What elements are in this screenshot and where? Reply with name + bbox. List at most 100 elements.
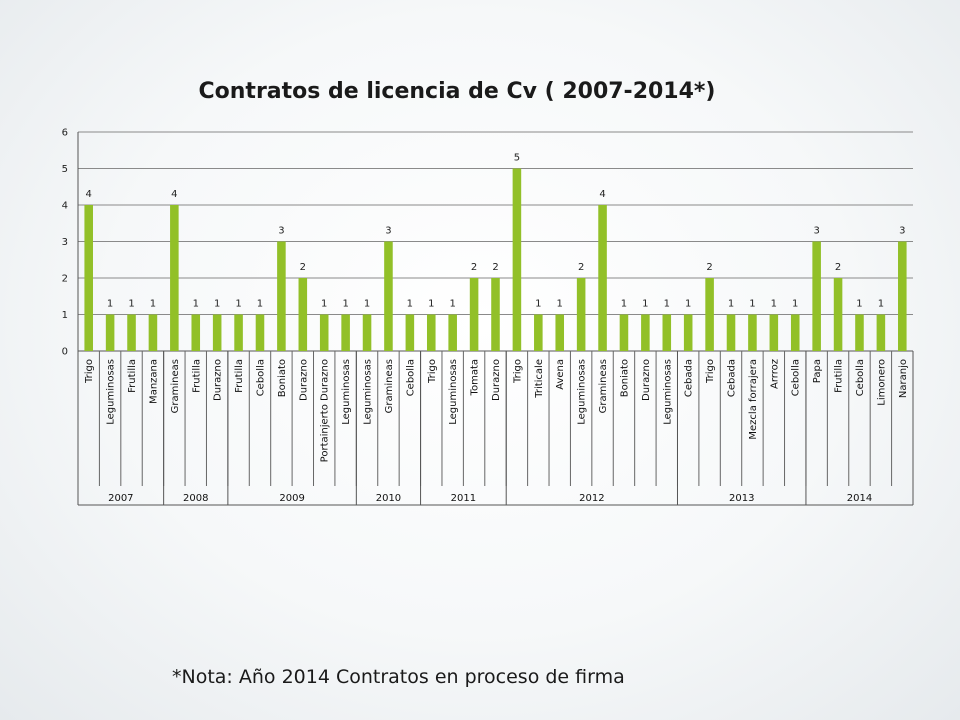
- bar-value-label: 1: [856, 299, 862, 310]
- category-label: Frutilla: [834, 359, 845, 393]
- footnote: *Nota: Año 2014 Contratos en proceso de …: [172, 666, 625, 688]
- bar: [298, 278, 308, 351]
- bar-value-label: 1: [364, 299, 370, 310]
- category-label: Leguminosas: [341, 359, 352, 425]
- category-label: Frutilla: [234, 359, 245, 393]
- category-label: Leguminosas: [662, 359, 673, 425]
- bar-value-label: 1: [193, 299, 199, 310]
- category-label: Cebolla: [791, 359, 802, 396]
- bar: [705, 278, 714, 351]
- bar: [726, 314, 736, 351]
- year-label: 2007: [108, 493, 133, 504]
- bar: [812, 241, 821, 351]
- bar-value-label: 2: [471, 262, 477, 273]
- bar-value-label: 3: [813, 226, 819, 237]
- bar: [512, 168, 522, 351]
- bar: [469, 278, 479, 351]
- bar-value-label: 1: [878, 299, 884, 310]
- bar-value-label: 1: [535, 299, 541, 310]
- bar: [105, 314, 115, 351]
- y-axis-ticks: 0 1 2 3 4 5 6: [62, 128, 68, 358]
- bar: [491, 278, 500, 351]
- category-label: Cebada: [727, 359, 738, 397]
- bar-value-label: 4: [599, 189, 605, 200]
- bar-value-label: 2: [578, 262, 584, 273]
- bar-value-label: 1: [749, 299, 755, 310]
- category-label: Gramineas: [384, 359, 395, 413]
- bar: [277, 241, 286, 351]
- category-label: Trigo: [705, 359, 716, 384]
- y-tick-label: 3: [62, 237, 68, 248]
- bar-value-label: 3: [899, 226, 905, 237]
- category-label: Trigo: [512, 359, 523, 384]
- category-label: Leguminosas: [448, 359, 459, 425]
- bar-value-label: 5: [514, 153, 520, 164]
- category-label: Frutilla: [191, 359, 202, 393]
- category-label: Durazno: [213, 359, 224, 401]
- category-label: Leguminosas: [106, 359, 117, 425]
- bar: [790, 314, 800, 351]
- bar-value-label: 1: [407, 299, 413, 310]
- bar-value-label: 1: [557, 299, 563, 310]
- year-label: 2011: [451, 493, 476, 504]
- bar-value-label: 1: [107, 299, 113, 310]
- bar-value-label: 3: [385, 226, 391, 237]
- year-label: 2008: [183, 493, 208, 504]
- category-label: Leguminosas: [577, 359, 588, 425]
- bars: [84, 168, 907, 351]
- bar-value-label: 2: [835, 262, 841, 273]
- bar: [319, 314, 329, 351]
- bar: [405, 314, 415, 351]
- bar: [576, 278, 586, 351]
- bar-value-label: 1: [449, 299, 455, 310]
- bar-value-label: 1: [792, 299, 798, 310]
- bar: [598, 205, 607, 351]
- bar-value-label: 1: [685, 299, 691, 310]
- category-label: Leguminosas: [363, 359, 374, 425]
- bar: [84, 205, 93, 351]
- bar-value-label: 4: [86, 189, 92, 200]
- y-tick-label: 0: [62, 347, 68, 358]
- category-label: Cebolla: [255, 359, 266, 396]
- bar: [426, 314, 436, 351]
- year-axis: 2007 2008 2009 2010 2011 2012 2013 2014: [108, 351, 872, 505]
- bar-value-label: 1: [235, 299, 241, 310]
- bar: [234, 314, 243, 351]
- category-label: Trigo: [84, 359, 95, 384]
- bar: [833, 278, 843, 351]
- bar-value-label: 1: [257, 299, 263, 310]
- category-label: Durazno: [641, 359, 652, 401]
- year-label: 2013: [729, 493, 754, 504]
- category-label: Mezcla forrajera: [748, 359, 759, 440]
- category-label: Papa: [812, 359, 823, 383]
- bar: [127, 314, 136, 351]
- category-label: Frutilla: [127, 359, 138, 393]
- year-label: 2010: [376, 493, 401, 504]
- bar: [876, 314, 886, 351]
- bar-value-label: 2: [300, 262, 306, 273]
- bar: [341, 314, 350, 351]
- y-tick-label: 6: [62, 128, 68, 139]
- bar-value-label: 1: [150, 299, 156, 310]
- bar: [170, 205, 179, 351]
- category-label: Avena: [555, 359, 566, 390]
- category-axis: Trigo Leguminosas Frutilla Manzana Gramineas…: [84, 351, 909, 486]
- category-label: Manzana: [148, 359, 159, 404]
- bar-value-label: 1: [428, 299, 434, 310]
- bar-value-label: 1: [642, 299, 648, 310]
- chart-title: Contratos de licencia de Cv ( 2007-2014*…: [199, 79, 716, 104]
- bar: [448, 314, 457, 351]
- bar: [555, 314, 565, 351]
- category-label: Trigo: [427, 359, 438, 384]
- bar-value-label: 1: [321, 299, 327, 310]
- bar: [212, 314, 222, 351]
- bar: [683, 314, 693, 351]
- year-label: 2009: [279, 493, 304, 504]
- bar: [855, 314, 864, 351]
- category-label: Portainjerto Durazno: [320, 359, 331, 462]
- category-label: Gramineas: [598, 359, 609, 413]
- year-label: 2014: [847, 493, 872, 504]
- bar-value-label: 1: [128, 299, 134, 310]
- bar-value-label: 2: [492, 262, 498, 273]
- category-label: Durazno: [491, 359, 502, 401]
